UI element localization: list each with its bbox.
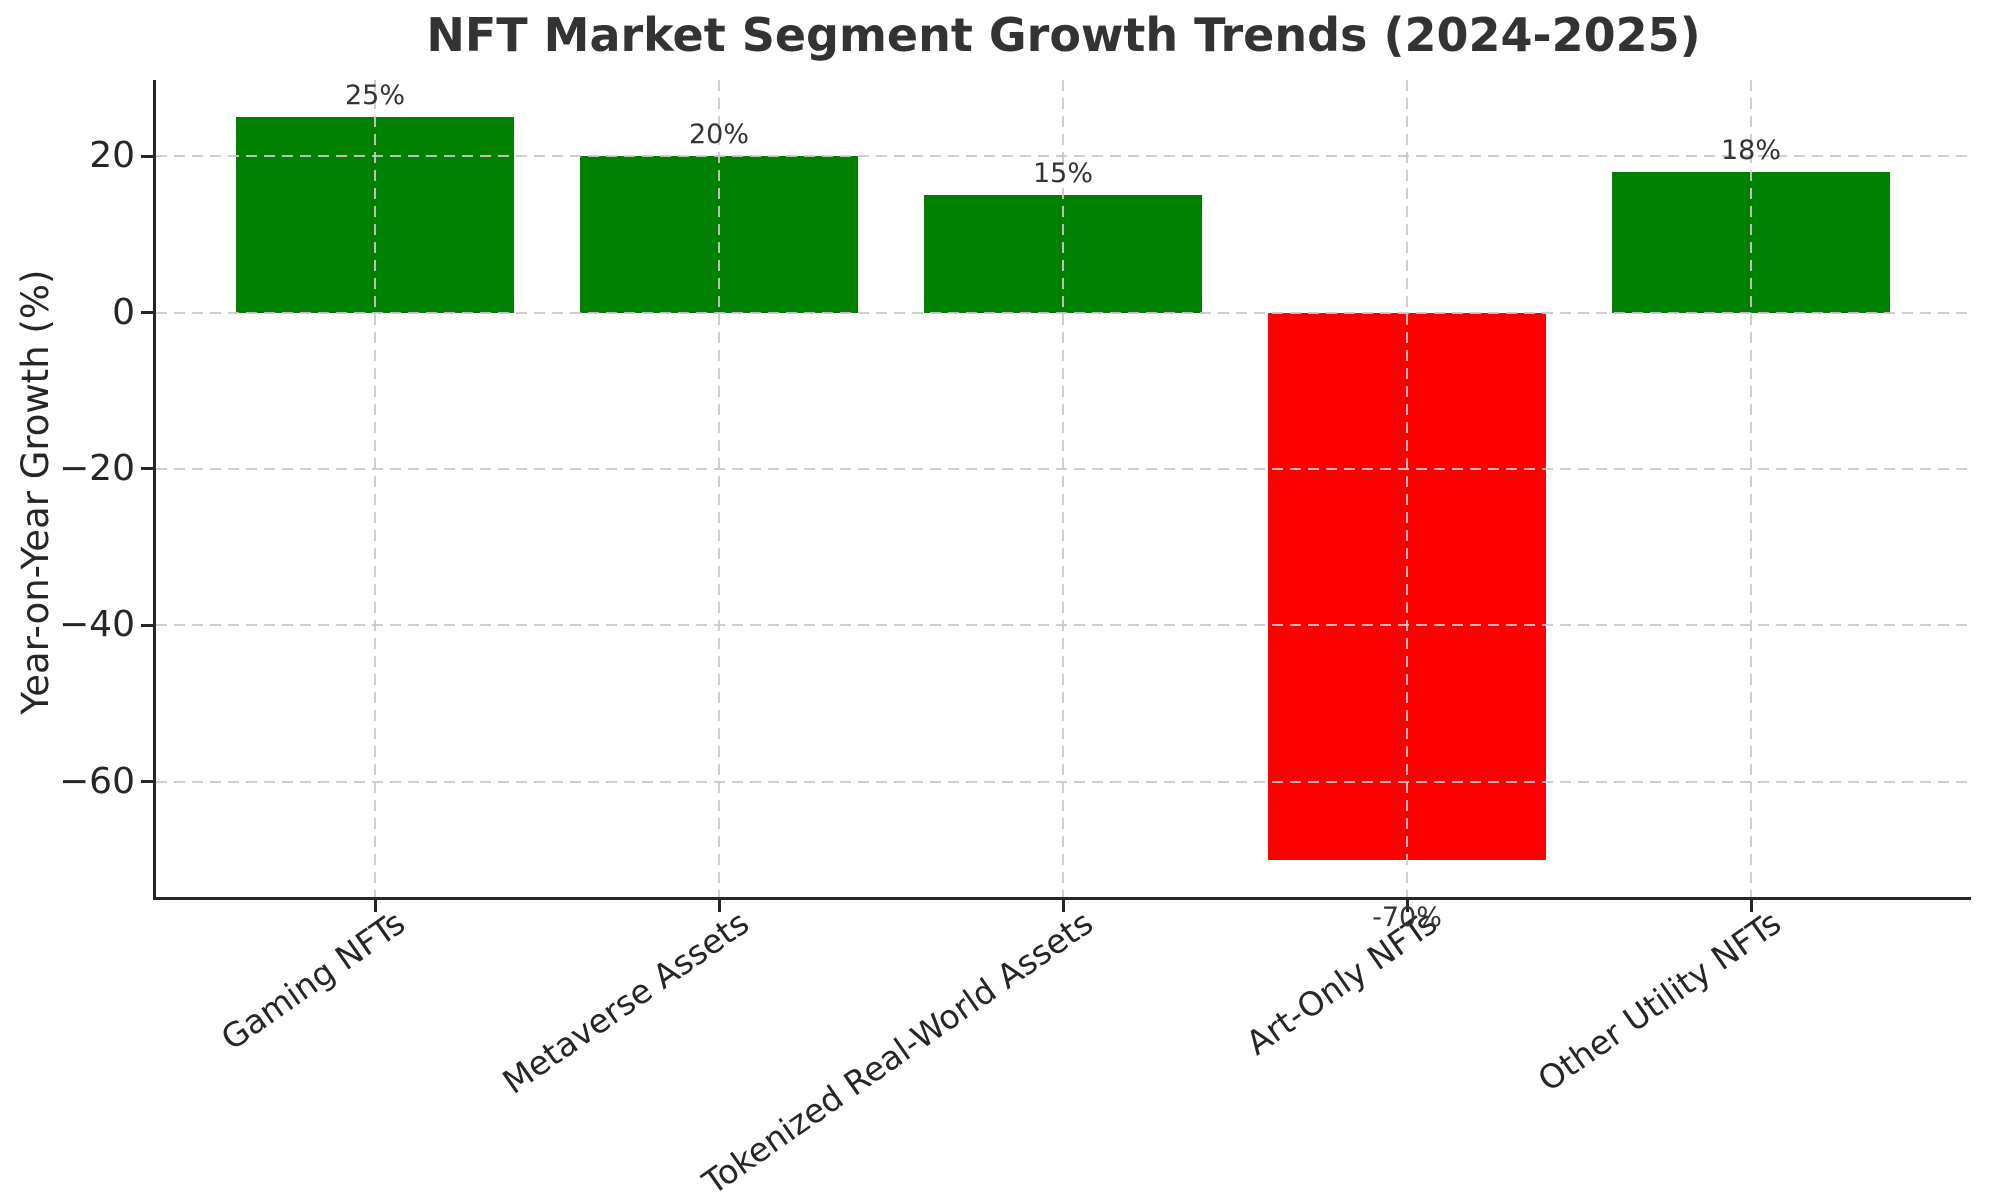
bar-value-label: 18% [1720,134,1781,166]
bar-value-label: 25% [344,80,405,112]
x-tick-mark [717,900,721,912]
bar-gaming-nfts [236,117,514,313]
bar-tokenized-real-world-assets [924,195,1202,313]
x-tick-mark [1061,900,1065,912]
y-tick-mark [141,780,153,784]
bar-art-only-nfts [1268,312,1546,860]
y-tick-label: −40 [59,604,135,646]
x-tick-mark [1405,900,1409,912]
y-tick-mark [141,467,153,471]
y-tick-label: 0 [112,291,135,333]
x-axis-line [153,897,1971,900]
chart-title: NFT Market Segment Growth Trends (2024-2… [426,8,1701,62]
y-tick-mark [141,154,153,158]
y-tick-label: −20 [59,447,135,489]
bar-value-label: 15% [1032,158,1093,190]
x-tick-mark [373,900,377,912]
x-tick-label-gaming-nfts: Gaming NFTs [213,902,412,1058]
plot-area [156,80,1971,897]
y-tick-mark [141,623,153,627]
bar-value-label: -70% [1372,902,1442,933]
bar-metaverse-assets [580,156,858,313]
y-tick-label: 20 [89,135,135,177]
bars-layer [156,80,1971,897]
y-tick-label: −60 [59,760,135,802]
x-tick-mark [1749,900,1753,912]
y-axis-line [153,80,156,900]
bar-value-label: 20% [688,119,749,151]
y-tick-mark [141,311,153,315]
bar-other-utility-nfts [1612,171,1890,313]
